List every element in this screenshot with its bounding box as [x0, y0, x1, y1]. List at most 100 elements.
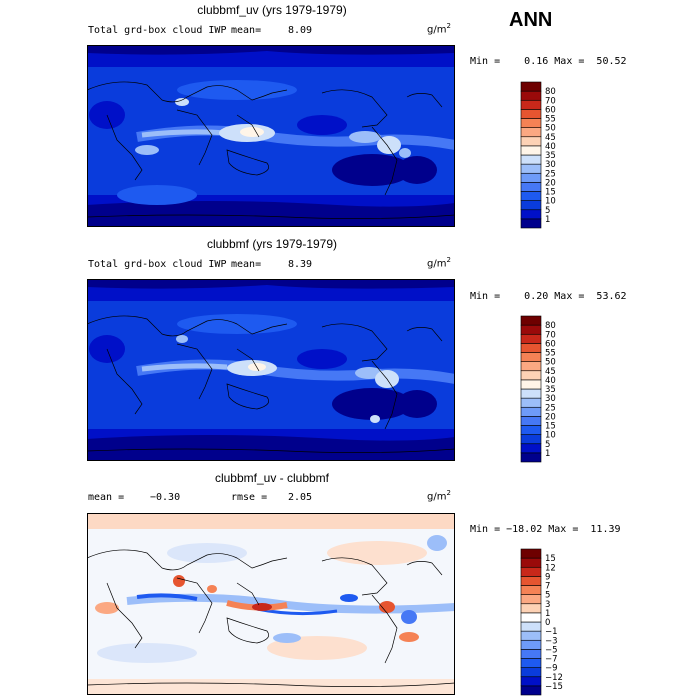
colorbar-level-label: 60	[545, 339, 556, 349]
colorbar-swatch	[520, 163, 542, 174]
panel-2-range: Min = 0.20 Max = 53.62	[470, 291, 627, 302]
colorbar-swatch	[520, 361, 542, 372]
colorbar-swatch	[520, 370, 542, 381]
colorbar-swatch	[520, 685, 542, 696]
colorbar-swatch	[520, 218, 542, 229]
colorbar-swatch	[520, 127, 542, 138]
colorbar-swatch	[520, 434, 542, 445]
colorbar-level-label: 40	[545, 142, 556, 152]
colorbar-swatch	[520, 621, 542, 632]
colorbar-swatch	[520, 136, 542, 147]
panel-2-title: clubbmf (yrs 1979-1979)	[206, 237, 338, 251]
colorbar-swatch	[520, 154, 542, 165]
colorbar-level-label: −1	[545, 627, 558, 637]
panel-2-mean-label: mean=	[231, 259, 262, 270]
colorbar-swatch	[520, 594, 542, 605]
season-label: ANN	[509, 9, 553, 31]
colorbar-level-label: 3	[545, 600, 550, 610]
colorbar-level-label: −9	[545, 664, 558, 674]
panel-1-units: g/m2	[427, 22, 451, 36]
colorbar-swatch	[520, 315, 542, 326]
colorbar-level-label: 5	[545, 440, 550, 450]
colorbar-swatch	[520, 109, 542, 119]
colorbar-swatch	[520, 639, 542, 650]
panel-2-subtitle: Total grd-box cloud IWP	[88, 259, 227, 270]
colorbar-swatch	[520, 576, 542, 586]
colorbar-level-label: 55	[545, 115, 556, 125]
panel-3-mean-label: mean =	[88, 492, 125, 503]
panel-3-rmse-value: 2.05	[288, 492, 313, 503]
colorbar-level-label: 25	[545, 169, 556, 179]
panel-3-rmse-label: rmse =	[231, 492, 268, 503]
colorbar-swatch	[520, 172, 542, 183]
panel-1-range: Min = 0.16 Max = 50.52	[470, 56, 627, 67]
colorbar-level-label: −5	[545, 645, 558, 655]
panel-1-mean-value: 8.09	[288, 25, 313, 36]
colorbar-level-label: 15	[545, 554, 556, 564]
colorbar-swatch	[520, 566, 542, 577]
colorbar-swatch	[520, 649, 542, 659]
colorbar-swatch	[520, 452, 542, 463]
colorbar-swatch	[520, 99, 542, 110]
panel-2-mean-value: 8.39	[288, 259, 313, 270]
colorbar-swatch	[520, 145, 542, 156]
colorbar-level-label: 9	[545, 572, 550, 582]
colorbar-level-label: 70	[545, 96, 556, 106]
colorbar-level-label: 10	[545, 431, 556, 441]
panel-3-title: clubbmf_uv - clubbmf	[214, 471, 330, 485]
colorbar-level-label: 35	[545, 151, 556, 161]
colorbar-swatch	[520, 324, 542, 335]
colorbar-level-label: 80	[545, 321, 556, 331]
colorbar-swatch	[520, 81, 542, 92]
panel-2-units: g/m2	[427, 256, 451, 270]
colorbar-swatch	[520, 379, 542, 390]
colorbar-level-label: 55	[545, 349, 556, 359]
colorbar-swatch	[520, 548, 542, 559]
colorbar-swatch	[520, 200, 542, 211]
colorbar-level-label: −15	[545, 682, 563, 692]
colorbar-level-label: 50	[545, 124, 556, 134]
colorbar-level-label: 25	[545, 403, 556, 413]
colorbar-swatch	[520, 557, 542, 568]
colorbar-level-label: 20	[545, 178, 556, 188]
colorbar-level-label: 30	[545, 160, 556, 170]
colorbar-level-label: 1	[545, 449, 550, 459]
colorbar-level-label: −3	[545, 636, 558, 646]
colorbar-swatch	[520, 676, 542, 687]
colorbar-level-label: 20	[545, 412, 556, 422]
colorbar-level-label: 35	[545, 385, 556, 395]
colorbar-level-label: 80	[545, 87, 556, 97]
colorbar-level-label: 60	[545, 105, 556, 115]
colorbar-swatch	[520, 585, 542, 595]
colorbar-level-label: 30	[545, 394, 556, 404]
colorbar-swatch	[520, 209, 542, 220]
colorbar-level-label: 15	[545, 422, 556, 432]
panel-3-range: Min = −18.02 Max = 11.39	[470, 524, 621, 535]
colorbar-swatch	[520, 191, 542, 201]
colorbar-swatch	[520, 443, 542, 454]
colorbar-swatch	[520, 182, 542, 192]
colorbar-swatch	[520, 397, 542, 408]
colorbar-swatch	[520, 333, 542, 344]
colorbar-level-label: 5	[545, 206, 550, 216]
colorbar-level-label: 0	[545, 618, 550, 628]
colorbar-level-label: 1	[545, 609, 550, 619]
colorbar-swatch	[520, 425, 542, 435]
colorbar-swatch	[520, 406, 542, 417]
colorbar-level-label: 5	[545, 591, 550, 601]
colorbar-swatch	[520, 667, 542, 678]
colorbar-level-label: 40	[545, 376, 556, 386]
colorbar-level-label: −12	[545, 673, 563, 683]
colorbar-swatch	[520, 603, 542, 614]
colorbar-swatch	[520, 118, 542, 128]
colorbar-swatch	[520, 352, 542, 362]
colorbar-level-label: 7	[545, 582, 550, 592]
colorbar-level-label: 10	[545, 197, 556, 207]
panel-1-mean-label: mean=	[231, 25, 262, 36]
colorbar-level-label: 1	[545, 215, 550, 225]
colorbar-level-label: 70	[545, 330, 556, 340]
panel-1-title: clubbmf_uv (yrs 1979-1979)	[197, 3, 347, 17]
